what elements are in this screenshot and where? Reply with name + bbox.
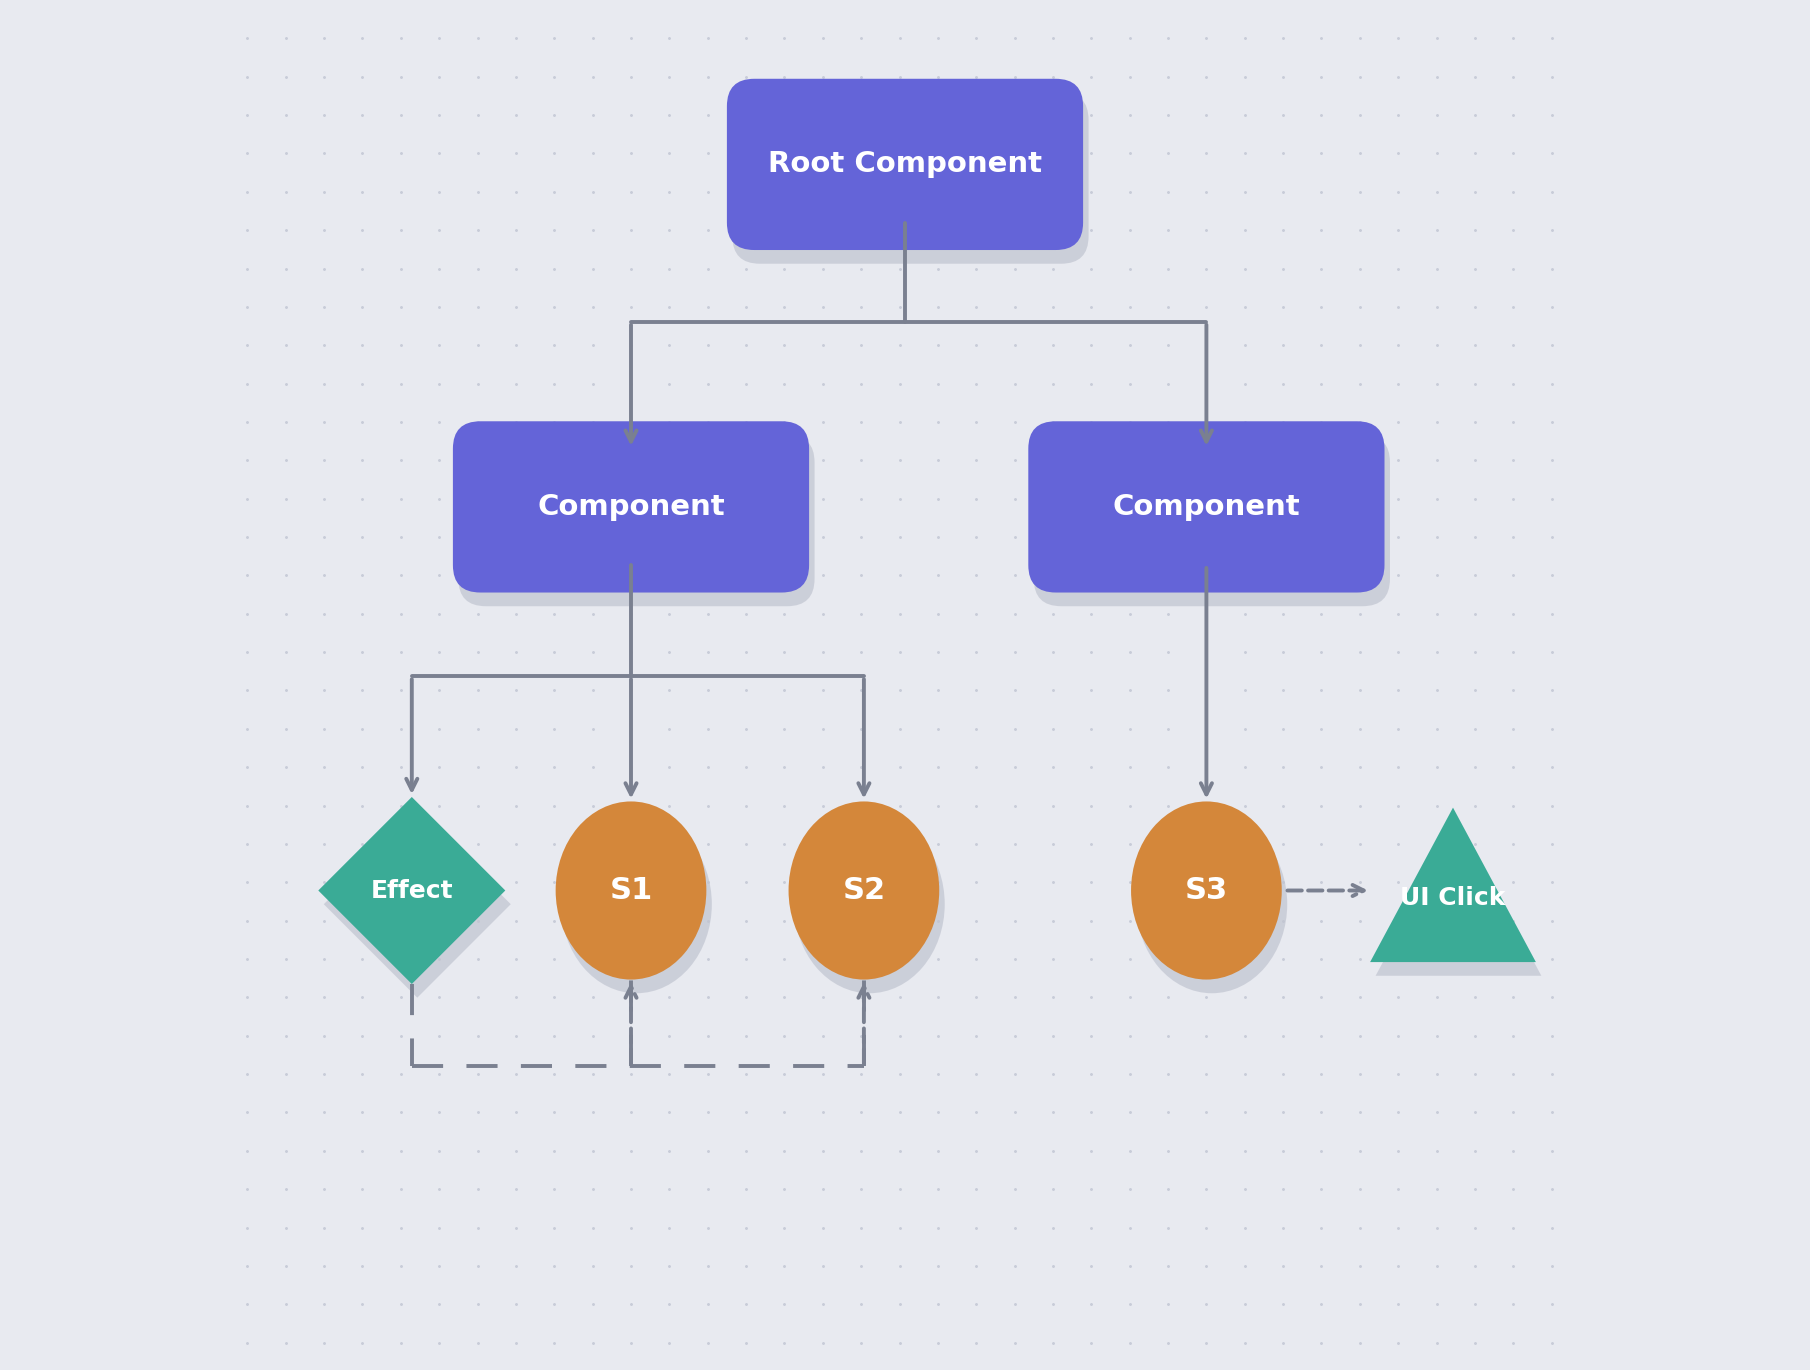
FancyBboxPatch shape xyxy=(733,93,1088,263)
Text: Component: Component xyxy=(538,493,724,521)
Text: Effect: Effect xyxy=(371,878,452,903)
Ellipse shape xyxy=(1137,815,1287,993)
Ellipse shape xyxy=(561,815,711,993)
Polygon shape xyxy=(324,811,510,997)
FancyBboxPatch shape xyxy=(452,422,809,592)
Ellipse shape xyxy=(1131,801,1281,980)
Polygon shape xyxy=(1370,808,1537,962)
Text: S3: S3 xyxy=(1186,875,1227,906)
Text: S1: S1 xyxy=(610,875,653,906)
Ellipse shape xyxy=(789,801,939,980)
Text: Component: Component xyxy=(1113,493,1300,521)
FancyBboxPatch shape xyxy=(458,436,814,606)
Polygon shape xyxy=(319,797,505,984)
FancyBboxPatch shape xyxy=(1028,422,1385,592)
Ellipse shape xyxy=(556,801,706,980)
FancyBboxPatch shape xyxy=(728,79,1082,251)
FancyBboxPatch shape xyxy=(1034,436,1390,606)
Text: S2: S2 xyxy=(842,875,885,906)
Ellipse shape xyxy=(795,815,945,993)
Text: UI Click: UI Click xyxy=(1401,886,1506,910)
Text: Root Component: Root Component xyxy=(767,151,1043,178)
Polygon shape xyxy=(1376,822,1542,975)
